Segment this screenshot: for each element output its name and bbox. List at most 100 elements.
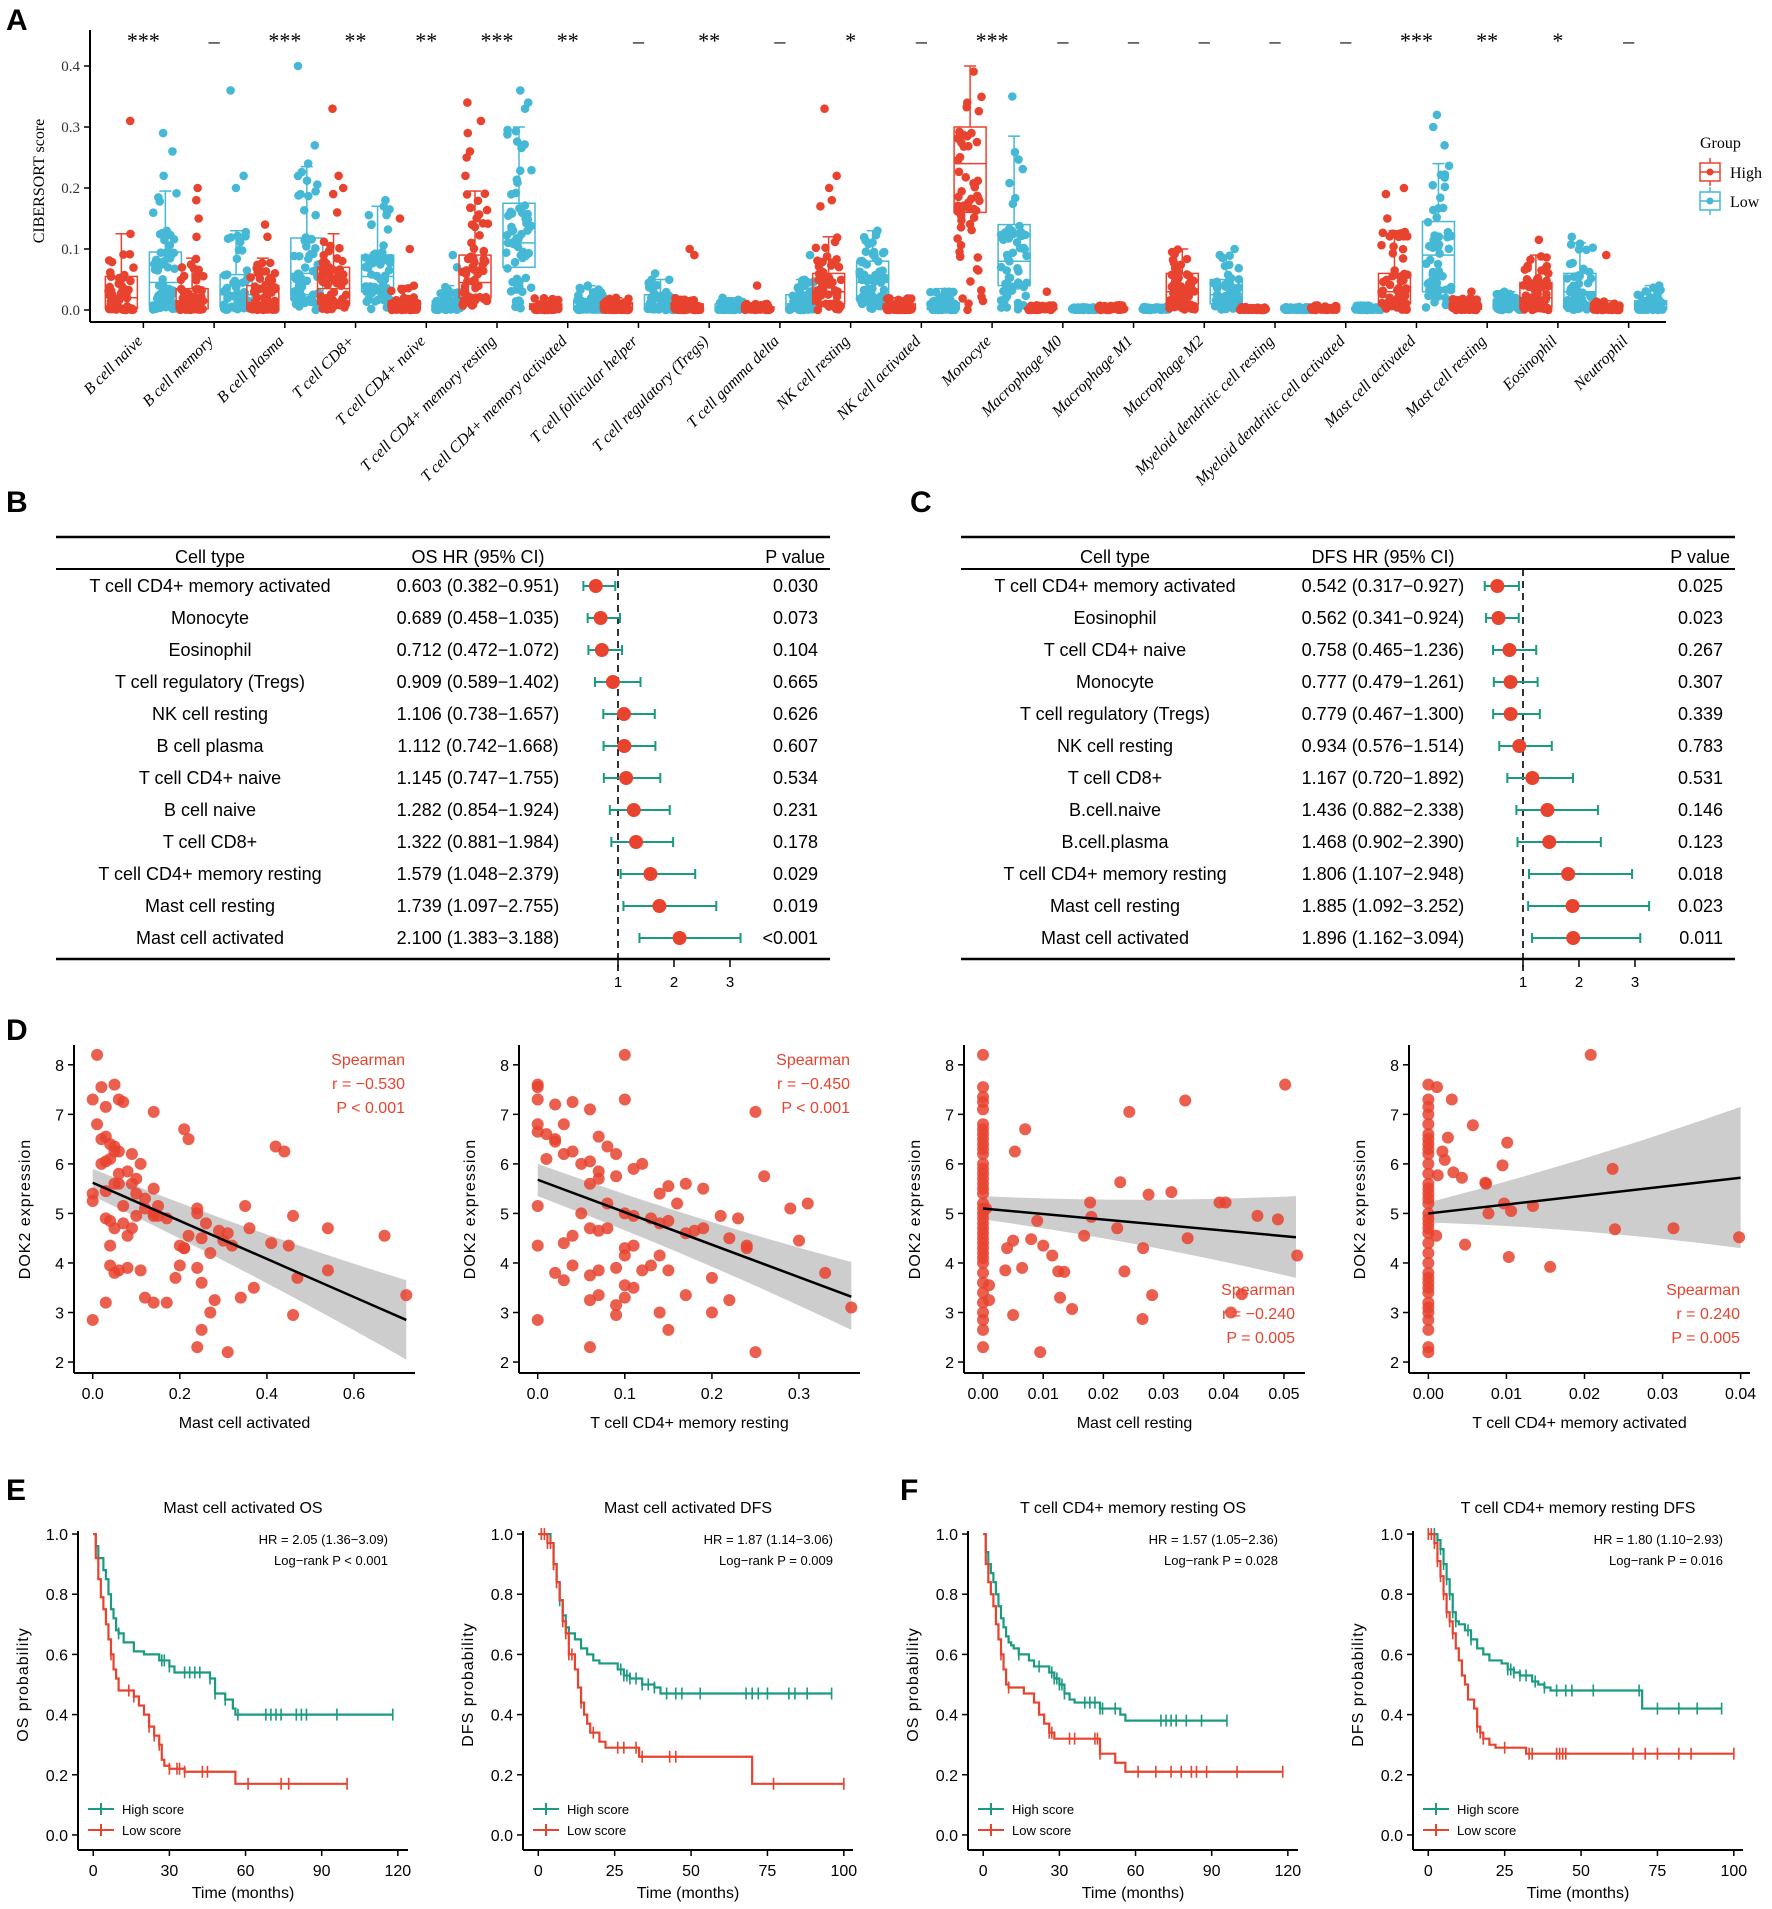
- data-point: [364, 294, 373, 304]
- scatter-D3: 2 3 4 5 6 7 8 0.00 0.01 0.02 0.03 0.04 0.05 Mast cell…: [907, 1045, 1305, 1432]
- data-point: [977, 1143, 990, 1156]
- hr-point: [1525, 771, 1540, 785]
- row-p-value: 0.534: [773, 768, 818, 788]
- data-point: [162, 226, 172, 236]
- row-cell-type: Eosinophil: [1073, 608, 1156, 628]
- data-point: [557, 1237, 570, 1250]
- data-point: [583, 1177, 596, 1190]
- data-point: [1586, 274, 1596, 283]
- data-point: [138, 1192, 151, 1205]
- data-point: [1433, 259, 1443, 269]
- data-point: [111, 305, 121, 314]
- data-point: [1228, 283, 1237, 293]
- data-point: [129, 263, 138, 272]
- data-point: [714, 1209, 727, 1222]
- data-point: [501, 248, 511, 258]
- significance-label: ***: [1400, 28, 1433, 53]
- legend-label: High score: [1457, 1802, 1519, 1817]
- data-point: [195, 1232, 208, 1245]
- data-point: [460, 282, 470, 291]
- data-point: [221, 1346, 234, 1359]
- y-tick-label: 1.0: [491, 1527, 513, 1544]
- data-point: [1021, 291, 1031, 301]
- hr-point: [1490, 579, 1505, 593]
- data-point: [160, 235, 169, 245]
- data-point: [159, 298, 168, 308]
- data-point: [955, 252, 965, 262]
- outlier-point: [381, 195, 390, 205]
- data-point: [1422, 1182, 1435, 1195]
- data-point: [338, 294, 347, 304]
- data-point: [173, 1259, 186, 1272]
- data-point: [977, 92, 986, 102]
- y-tick-label: 0.6: [1381, 1647, 1403, 1664]
- data-point: [317, 298, 327, 308]
- data-point: [147, 1182, 160, 1195]
- y-tick-label: 0.2: [1381, 1768, 1403, 1785]
- header-cell-type: Cell type: [1080, 547, 1150, 567]
- y-tick-label: 0.3: [61, 120, 80, 136]
- x-tick-label: 0.04: [1208, 1386, 1239, 1403]
- data-point: [973, 253, 983, 262]
- data-point: [705, 1306, 718, 1319]
- y-tick-label: 0.4: [936, 1708, 958, 1725]
- data-point: [997, 303, 1006, 312]
- data-point: [230, 276, 240, 286]
- x-tick-label: 0.01: [1028, 1386, 1059, 1403]
- significance-label: ***: [481, 28, 514, 53]
- data-point: [1431, 1169, 1444, 1182]
- data-point: [270, 284, 280, 293]
- data-point: [1422, 1157, 1435, 1170]
- y-tick-label: 8: [1390, 1058, 1399, 1075]
- data-point: [1422, 1108, 1435, 1121]
- row-cell-type: NK cell resting: [1057, 736, 1173, 756]
- significance-label: –: [208, 28, 221, 53]
- row-hr-ci: 1.468 (0.902−2.390): [1302, 832, 1465, 852]
- data-point: [1441, 285, 1451, 294]
- data-point: [1118, 1265, 1131, 1278]
- data-point: [1184, 292, 1193, 301]
- data-point: [1398, 254, 1408, 263]
- data-point: [1399, 275, 1408, 285]
- data-point: [1441, 1131, 1454, 1144]
- row-cell-type: T cell CD4+ memory resting: [1003, 864, 1226, 884]
- data-point: [1181, 1232, 1194, 1245]
- data-point: [439, 294, 449, 303]
- data-point: [822, 252, 832, 261]
- data-point: [321, 1264, 334, 1277]
- data-point: [977, 1182, 990, 1195]
- data-point: [308, 266, 318, 276]
- row-cell-type: Mast cell resting: [1050, 896, 1180, 916]
- data-point: [191, 1207, 204, 1220]
- data-point: [1019, 1123, 1032, 1136]
- legend-label: Low score: [567, 1823, 626, 1838]
- logrank-annotation: Log−rank P = 0.016: [1609, 1553, 1723, 1568]
- outlier-point: [260, 220, 270, 229]
- data-point: [126, 229, 135, 239]
- data-point: [961, 173, 971, 182]
- x-tick-label: 60: [1127, 1863, 1145, 1880]
- data-point: [969, 213, 979, 222]
- data-point: [531, 1313, 544, 1326]
- data-point: [105, 282, 114, 292]
- outlier-point: [239, 171, 248, 181]
- data-point: [618, 1291, 631, 1304]
- data-point: [293, 270, 303, 280]
- x-tick-label: 30: [160, 1863, 178, 1880]
- row-p-value: 0.307: [1678, 672, 1723, 692]
- data-point: [881, 273, 890, 283]
- data-point: [977, 1081, 990, 1094]
- data-point: [287, 1308, 300, 1321]
- data-point: [1447, 1166, 1460, 1179]
- data-point: [845, 1301, 858, 1314]
- data-point: [955, 152, 965, 162]
- data-point: [592, 1289, 605, 1302]
- box: [502, 202, 536, 269]
- data-point: [530, 294, 539, 303]
- significance-label: *: [845, 28, 856, 53]
- significance-label: –: [632, 28, 645, 53]
- data-point: [106, 268, 115, 278]
- x-tick-label: 1: [614, 974, 622, 991]
- x-axis-label: Mast cell resting: [1077, 1415, 1193, 1432]
- x-tick-label: 75: [759, 1863, 777, 1880]
